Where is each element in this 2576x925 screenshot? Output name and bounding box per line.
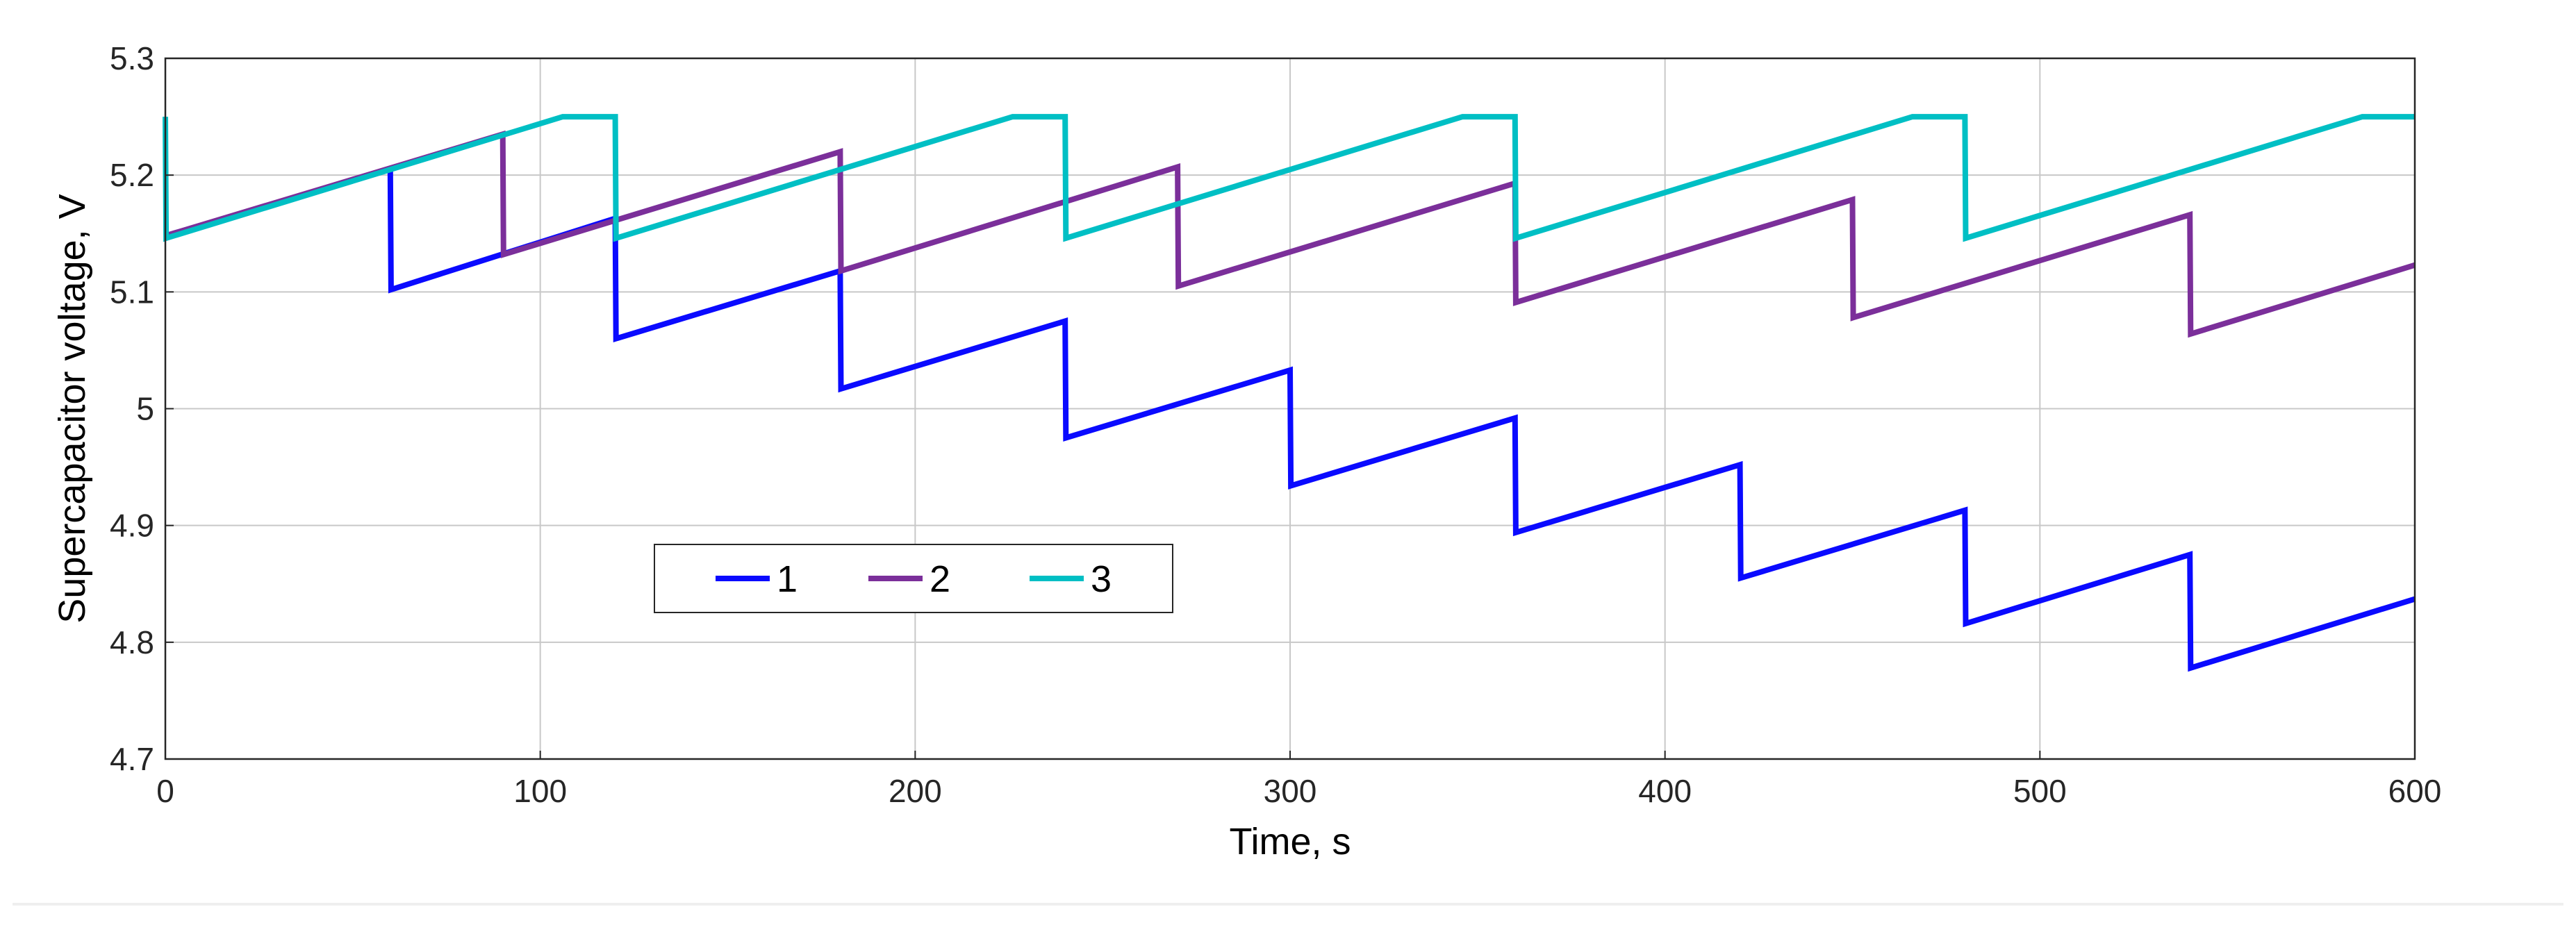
series-layer (163, 114, 2416, 672)
y-tick-label: 5 (136, 391, 154, 427)
legend-label-1: 1 (777, 558, 798, 600)
y-tick-label: 4.8 (110, 624, 154, 660)
y-tick-label: 4.9 (110, 508, 154, 544)
x-axis-title: Time, s (1230, 821, 1351, 862)
x-tick-label: 500 (2013, 773, 2067, 809)
x-axis-ticks: 0 100 200 300 400 500 600 (156, 751, 2441, 809)
y-axis-ticks: 4.7 4.8 4.9 5 5.1 5.2 5.3 (110, 40, 174, 777)
x-tick-label: 100 (513, 773, 567, 809)
y-tick-label: 4.7 (110, 741, 154, 777)
x-tick-label: 200 (889, 773, 942, 809)
legend: 1 2 3 (654, 544, 1173, 613)
x-tick-label: 600 (2388, 773, 2442, 809)
y-tick-label: 5.3 (110, 40, 154, 76)
y-axis-title: Supercapacitor voltage, V (51, 194, 93, 623)
figure-bottom-rule (13, 903, 2563, 906)
x-tick-label: 0 (156, 773, 174, 809)
x-tick-label: 400 (1638, 773, 1692, 809)
series-line-2 (164, 130, 2416, 338)
y-tick-label: 5.1 (110, 274, 154, 310)
x-tick-label: 300 (1264, 773, 1317, 809)
legend-items: 1 2 3 (716, 558, 1112, 600)
y-tick-label: 5.2 (110, 157, 154, 193)
series-line-3 (163, 114, 2415, 242)
legend-label-2: 2 (930, 558, 950, 600)
legend-label-3: 3 (1091, 558, 1112, 600)
